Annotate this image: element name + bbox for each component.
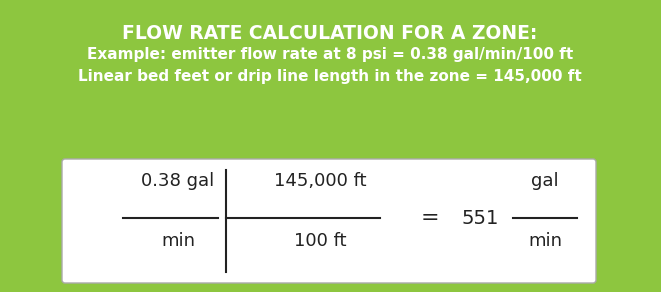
FancyBboxPatch shape xyxy=(62,159,596,283)
Text: min: min xyxy=(528,232,562,250)
Text: gal: gal xyxy=(531,172,559,190)
Text: 100 ft: 100 ft xyxy=(293,232,346,250)
Text: FLOW RATE CALCULATION FOR A ZONE:: FLOW RATE CALCULATION FOR A ZONE: xyxy=(122,24,537,43)
Text: =: = xyxy=(420,208,440,228)
Text: min: min xyxy=(161,232,195,250)
Text: Linear bed feet or drip line length in the zone = 145,000 ft: Linear bed feet or drip line length in t… xyxy=(78,69,582,84)
Text: Example: emitter flow rate at 8 psi = 0.38 gal/min/100 ft: Example: emitter flow rate at 8 psi = 0.… xyxy=(87,47,573,62)
Text: 551: 551 xyxy=(461,208,498,227)
Text: 0.38 gal: 0.38 gal xyxy=(141,172,215,190)
Text: 145,000 ft: 145,000 ft xyxy=(274,172,366,190)
